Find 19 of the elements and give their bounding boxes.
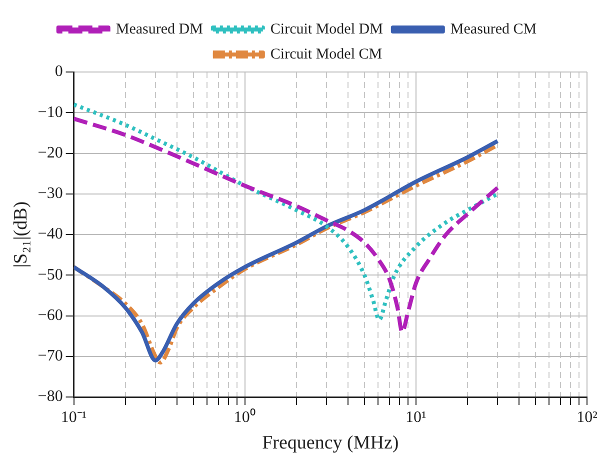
legend-label: Measured CM [450,21,537,38]
y-tick-label: 0 [54,63,63,80]
y-tick-label: −50 [38,266,63,284]
y-tick-label: −40 [38,226,63,243]
y-tick-label: −10 [38,104,63,121]
y-axis-title: |S₂₁|(dB) [10,201,32,268]
x-tick-label: 10² [576,408,598,426]
legend-label: Circuit Model CM [270,46,382,62]
x-tick-label: 10⁻¹ [60,408,87,426]
y-tick-label: −60 [38,306,63,324]
legend-label: Circuit Model DM [270,21,383,38]
y-tick-label: −20 [38,144,63,162]
y-tick-label: −70 [38,348,63,365]
x-tick-label: 10⁰ [234,408,256,426]
x-axis-title: Frequency (MHz) [262,432,399,454]
legend-label: Measured DM [116,21,203,38]
x-tick-label: 10¹ [406,408,427,426]
y-tick-label: −80 [38,388,63,406]
y-tick-label: −30 [38,185,63,202]
